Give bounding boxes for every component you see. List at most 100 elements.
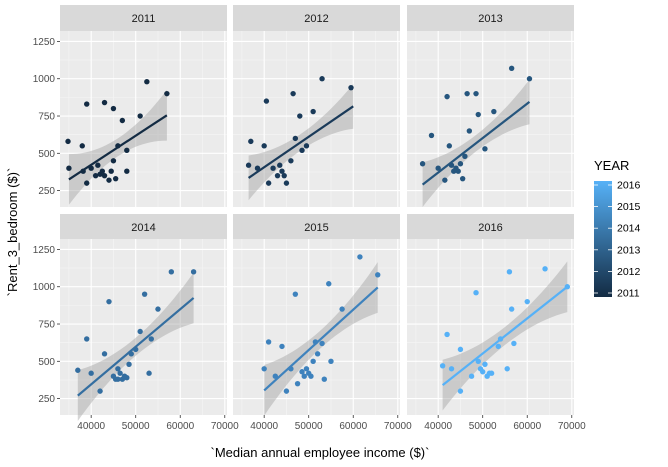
data-point <box>326 281 332 287</box>
legend-title: YEAR <box>594 158 629 173</box>
data-point <box>473 90 479 97</box>
data-point <box>444 93 450 100</box>
x-tick-label: 70000 <box>558 421 586 432</box>
data-point <box>279 168 285 174</box>
data-point <box>524 298 530 305</box>
data-point <box>144 79 150 85</box>
panel-background <box>407 239 574 415</box>
facet-panel-2014: 2014 <box>60 214 227 421</box>
data-point <box>95 162 101 168</box>
data-point <box>261 366 267 372</box>
legend-label: 2012 <box>617 266 641 278</box>
data-point <box>310 108 316 115</box>
data-point <box>299 369 305 375</box>
data-point <box>435 165 441 171</box>
data-point <box>468 373 475 379</box>
regression-line <box>421 100 531 186</box>
data-point <box>248 138 254 145</box>
data-point <box>141 291 148 297</box>
data-point <box>294 380 301 387</box>
data-point <box>270 165 276 171</box>
data-point <box>272 373 279 379</box>
data-point <box>274 172 281 179</box>
regression-line <box>441 285 569 387</box>
y-tick-label: 1250 <box>33 245 56 256</box>
data-point <box>457 161 464 167</box>
data-point <box>444 331 450 338</box>
data-point <box>495 343 501 350</box>
data-point <box>92 172 99 179</box>
data-point <box>117 370 123 376</box>
data-point <box>65 138 71 145</box>
data-point <box>462 153 468 159</box>
y-tick-label: 750 <box>38 112 55 123</box>
facet-panel-2013: 2013 <box>407 5 574 207</box>
facet-strip <box>60 214 227 240</box>
y-axis-title: `Rent_3_bedroom ($)` <box>5 168 20 297</box>
data-point <box>66 165 72 171</box>
x-tick-label: 50000 <box>295 421 323 432</box>
data-point <box>101 172 108 179</box>
data-point <box>277 162 283 168</box>
data-point <box>88 370 94 376</box>
data-point <box>84 336 90 342</box>
data-point <box>457 346 464 353</box>
data-point <box>168 269 175 275</box>
data-point <box>115 366 121 372</box>
x-tick-label: 40000 <box>77 421 105 432</box>
data-point <box>321 376 327 382</box>
data-point <box>439 363 446 369</box>
y-tick-label: 500 <box>38 149 55 160</box>
data-point <box>124 147 130 154</box>
panel-background <box>233 239 400 415</box>
x-tick-label: 50000 <box>469 421 497 432</box>
data-point <box>283 388 290 394</box>
data-point <box>110 158 117 164</box>
y-tick-label: 1000 <box>33 74 56 85</box>
data-point <box>263 98 270 104</box>
x-tick-label: 40000 <box>250 421 278 432</box>
data-point <box>473 289 479 296</box>
x-axis-title: `Median annual employee income ($)` <box>211 445 430 460</box>
data-point <box>265 339 272 345</box>
legend-label: 2015 <box>617 201 641 213</box>
data-point <box>488 370 495 376</box>
facet-strip-label: 2016 <box>478 222 502 234</box>
data-point <box>99 168 106 174</box>
facet-strip <box>407 5 574 31</box>
facet-panel-2011: 2011 <box>60 5 227 207</box>
data-point <box>110 105 117 112</box>
data-point <box>101 99 108 106</box>
data-point <box>482 361 488 367</box>
data-point <box>261 143 267 149</box>
data-point <box>314 351 321 357</box>
data-point <box>84 180 90 186</box>
data-point <box>124 375 130 381</box>
data-point <box>508 306 515 312</box>
facet-strip <box>233 214 400 240</box>
data-point <box>419 161 426 167</box>
data-point <box>428 132 435 139</box>
facet-strip <box>407 214 574 240</box>
data-point <box>119 117 126 124</box>
x-tick-label: 70000 <box>211 421 239 432</box>
y-tick-label: 250 <box>38 394 55 405</box>
data-point <box>115 376 121 382</box>
data-point <box>292 291 299 297</box>
data-point <box>442 177 448 183</box>
data-point <box>245 162 252 168</box>
data-point <box>303 143 310 149</box>
data-point <box>506 269 513 275</box>
y-tick-label: 1250 <box>33 37 56 48</box>
data-point <box>457 388 464 394</box>
legend-label: 2014 <box>617 223 641 235</box>
y-tick-label: 500 <box>38 357 55 368</box>
facet-panel-2012: 2012 <box>233 5 400 207</box>
data-point <box>511 340 517 347</box>
data-point <box>299 147 305 154</box>
data-point <box>542 266 548 272</box>
data-point <box>101 351 108 357</box>
facet-strip <box>60 5 227 31</box>
legend-label: 2013 <box>617 244 641 256</box>
